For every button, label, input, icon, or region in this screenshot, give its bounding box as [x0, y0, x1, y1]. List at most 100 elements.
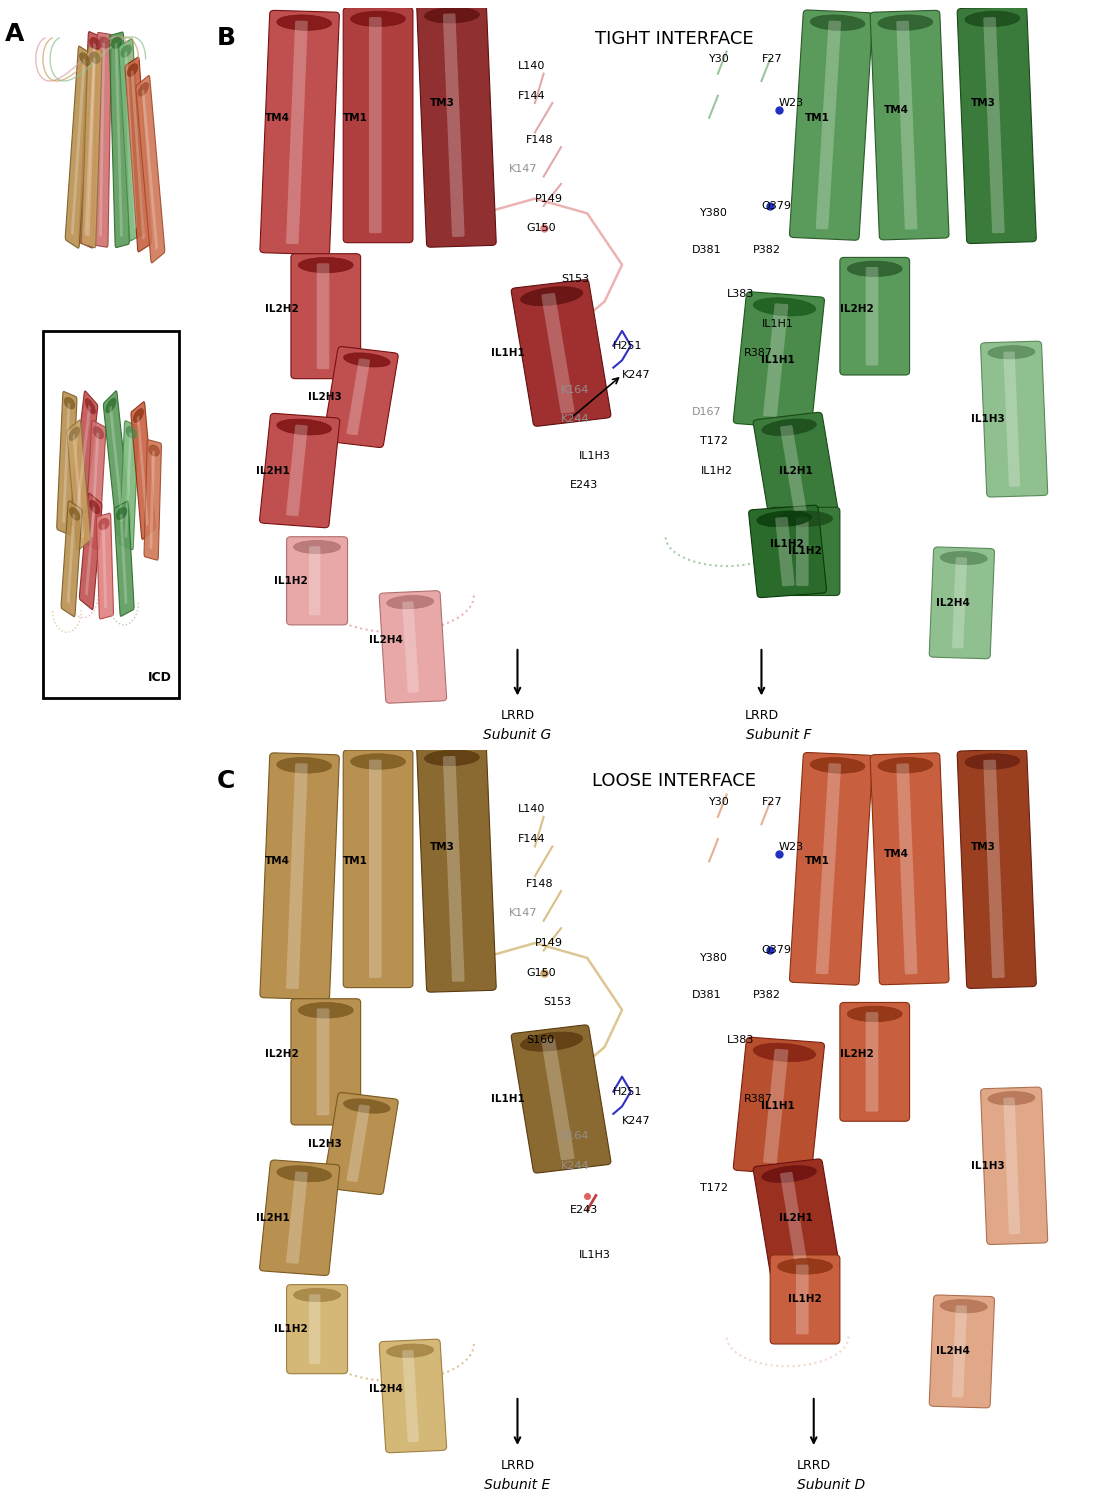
Text: D381: D381 [692, 244, 722, 255]
Text: R387: R387 [744, 348, 773, 358]
FancyBboxPatch shape [316, 264, 330, 369]
Text: Y30: Y30 [709, 796, 730, 807]
Text: Y380: Y380 [700, 952, 728, 963]
FancyBboxPatch shape [796, 518, 808, 586]
FancyBboxPatch shape [71, 58, 85, 236]
FancyBboxPatch shape [291, 254, 361, 378]
Text: H251: H251 [614, 1086, 643, 1096]
FancyBboxPatch shape [380, 1340, 446, 1454]
FancyBboxPatch shape [983, 759, 1005, 978]
FancyBboxPatch shape [866, 267, 878, 366]
FancyBboxPatch shape [103, 392, 131, 536]
Ellipse shape [778, 1258, 832, 1274]
FancyBboxPatch shape [75, 405, 91, 520]
FancyBboxPatch shape [754, 1160, 839, 1276]
Text: TM3: TM3 [970, 98, 996, 108]
Ellipse shape [125, 426, 137, 438]
Text: C: C [216, 768, 235, 792]
FancyBboxPatch shape [416, 746, 496, 992]
Text: E243: E243 [569, 1206, 598, 1215]
Text: A: A [4, 22, 24, 46]
Text: IL2H2: IL2H2 [840, 304, 874, 313]
FancyBboxPatch shape [67, 513, 75, 603]
FancyBboxPatch shape [72, 433, 84, 537]
Text: H251: H251 [614, 340, 643, 351]
Ellipse shape [276, 15, 332, 30]
FancyBboxPatch shape [816, 21, 841, 229]
Text: K164: K164 [561, 384, 589, 394]
Ellipse shape [521, 286, 583, 306]
Text: TM3: TM3 [431, 842, 455, 852]
Text: LRRD: LRRD [501, 710, 535, 723]
Text: Q379: Q379 [761, 945, 791, 956]
Ellipse shape [757, 512, 811, 526]
FancyBboxPatch shape [929, 1294, 995, 1408]
Text: P149: P149 [535, 938, 563, 948]
Text: IL2H4: IL2H4 [370, 1383, 403, 1394]
FancyBboxPatch shape [952, 556, 967, 648]
FancyBboxPatch shape [775, 518, 795, 586]
FancyBboxPatch shape [286, 1172, 307, 1264]
FancyBboxPatch shape [85, 506, 95, 596]
FancyBboxPatch shape [816, 764, 841, 974]
Text: IL1H1: IL1H1 [761, 318, 794, 328]
Ellipse shape [105, 398, 115, 412]
FancyBboxPatch shape [286, 424, 307, 516]
Ellipse shape [847, 261, 902, 276]
Bar [43, 332, 179, 699]
Ellipse shape [93, 426, 103, 439]
FancyBboxPatch shape [323, 346, 398, 447]
Text: IL1H3: IL1H3 [970, 1161, 1005, 1172]
FancyBboxPatch shape [789, 10, 872, 240]
Text: IL1H3: IL1H3 [578, 452, 611, 460]
FancyBboxPatch shape [150, 450, 155, 549]
FancyBboxPatch shape [443, 756, 465, 982]
FancyBboxPatch shape [114, 501, 134, 616]
Ellipse shape [754, 298, 816, 316]
Text: Subunit D: Subunit D [797, 1478, 865, 1491]
Text: TM3: TM3 [431, 98, 455, 108]
Ellipse shape [99, 38, 110, 48]
Text: TM4: TM4 [265, 856, 290, 867]
FancyBboxPatch shape [748, 506, 827, 597]
Text: IL1H1: IL1H1 [492, 1094, 525, 1104]
FancyBboxPatch shape [125, 57, 152, 252]
Ellipse shape [810, 15, 865, 30]
Ellipse shape [128, 63, 138, 76]
FancyBboxPatch shape [124, 432, 132, 538]
FancyBboxPatch shape [309, 1294, 321, 1364]
Text: IL2H3: IL2H3 [309, 392, 342, 402]
FancyBboxPatch shape [734, 292, 825, 429]
FancyBboxPatch shape [316, 1008, 330, 1116]
FancyBboxPatch shape [1003, 1098, 1020, 1234]
Text: L383: L383 [727, 290, 754, 298]
Text: F27: F27 [761, 796, 783, 807]
FancyBboxPatch shape [114, 44, 123, 237]
FancyBboxPatch shape [770, 507, 840, 596]
Text: TM1: TM1 [343, 856, 369, 867]
Ellipse shape [424, 750, 480, 765]
Text: L140: L140 [517, 62, 545, 72]
FancyBboxPatch shape [343, 750, 413, 987]
Text: B: B [216, 26, 235, 50]
Ellipse shape [988, 1092, 1035, 1106]
FancyBboxPatch shape [260, 414, 340, 528]
Ellipse shape [343, 1100, 390, 1113]
Ellipse shape [299, 1002, 353, 1019]
Text: P382: P382 [753, 990, 780, 1000]
FancyBboxPatch shape [81, 46, 102, 248]
Ellipse shape [70, 507, 80, 520]
Text: IL2H1: IL2H1 [779, 1214, 813, 1222]
FancyBboxPatch shape [402, 1350, 418, 1442]
Text: ICD: ICD [148, 670, 172, 684]
Text: K147: K147 [508, 164, 537, 174]
Ellipse shape [111, 38, 122, 48]
FancyBboxPatch shape [380, 591, 446, 703]
FancyBboxPatch shape [780, 1172, 807, 1264]
Ellipse shape [69, 427, 80, 441]
Ellipse shape [138, 82, 149, 96]
Ellipse shape [761, 1166, 816, 1182]
FancyBboxPatch shape [763, 303, 788, 417]
Text: F148: F148 [526, 135, 554, 146]
Text: K244: K244 [561, 1161, 589, 1172]
